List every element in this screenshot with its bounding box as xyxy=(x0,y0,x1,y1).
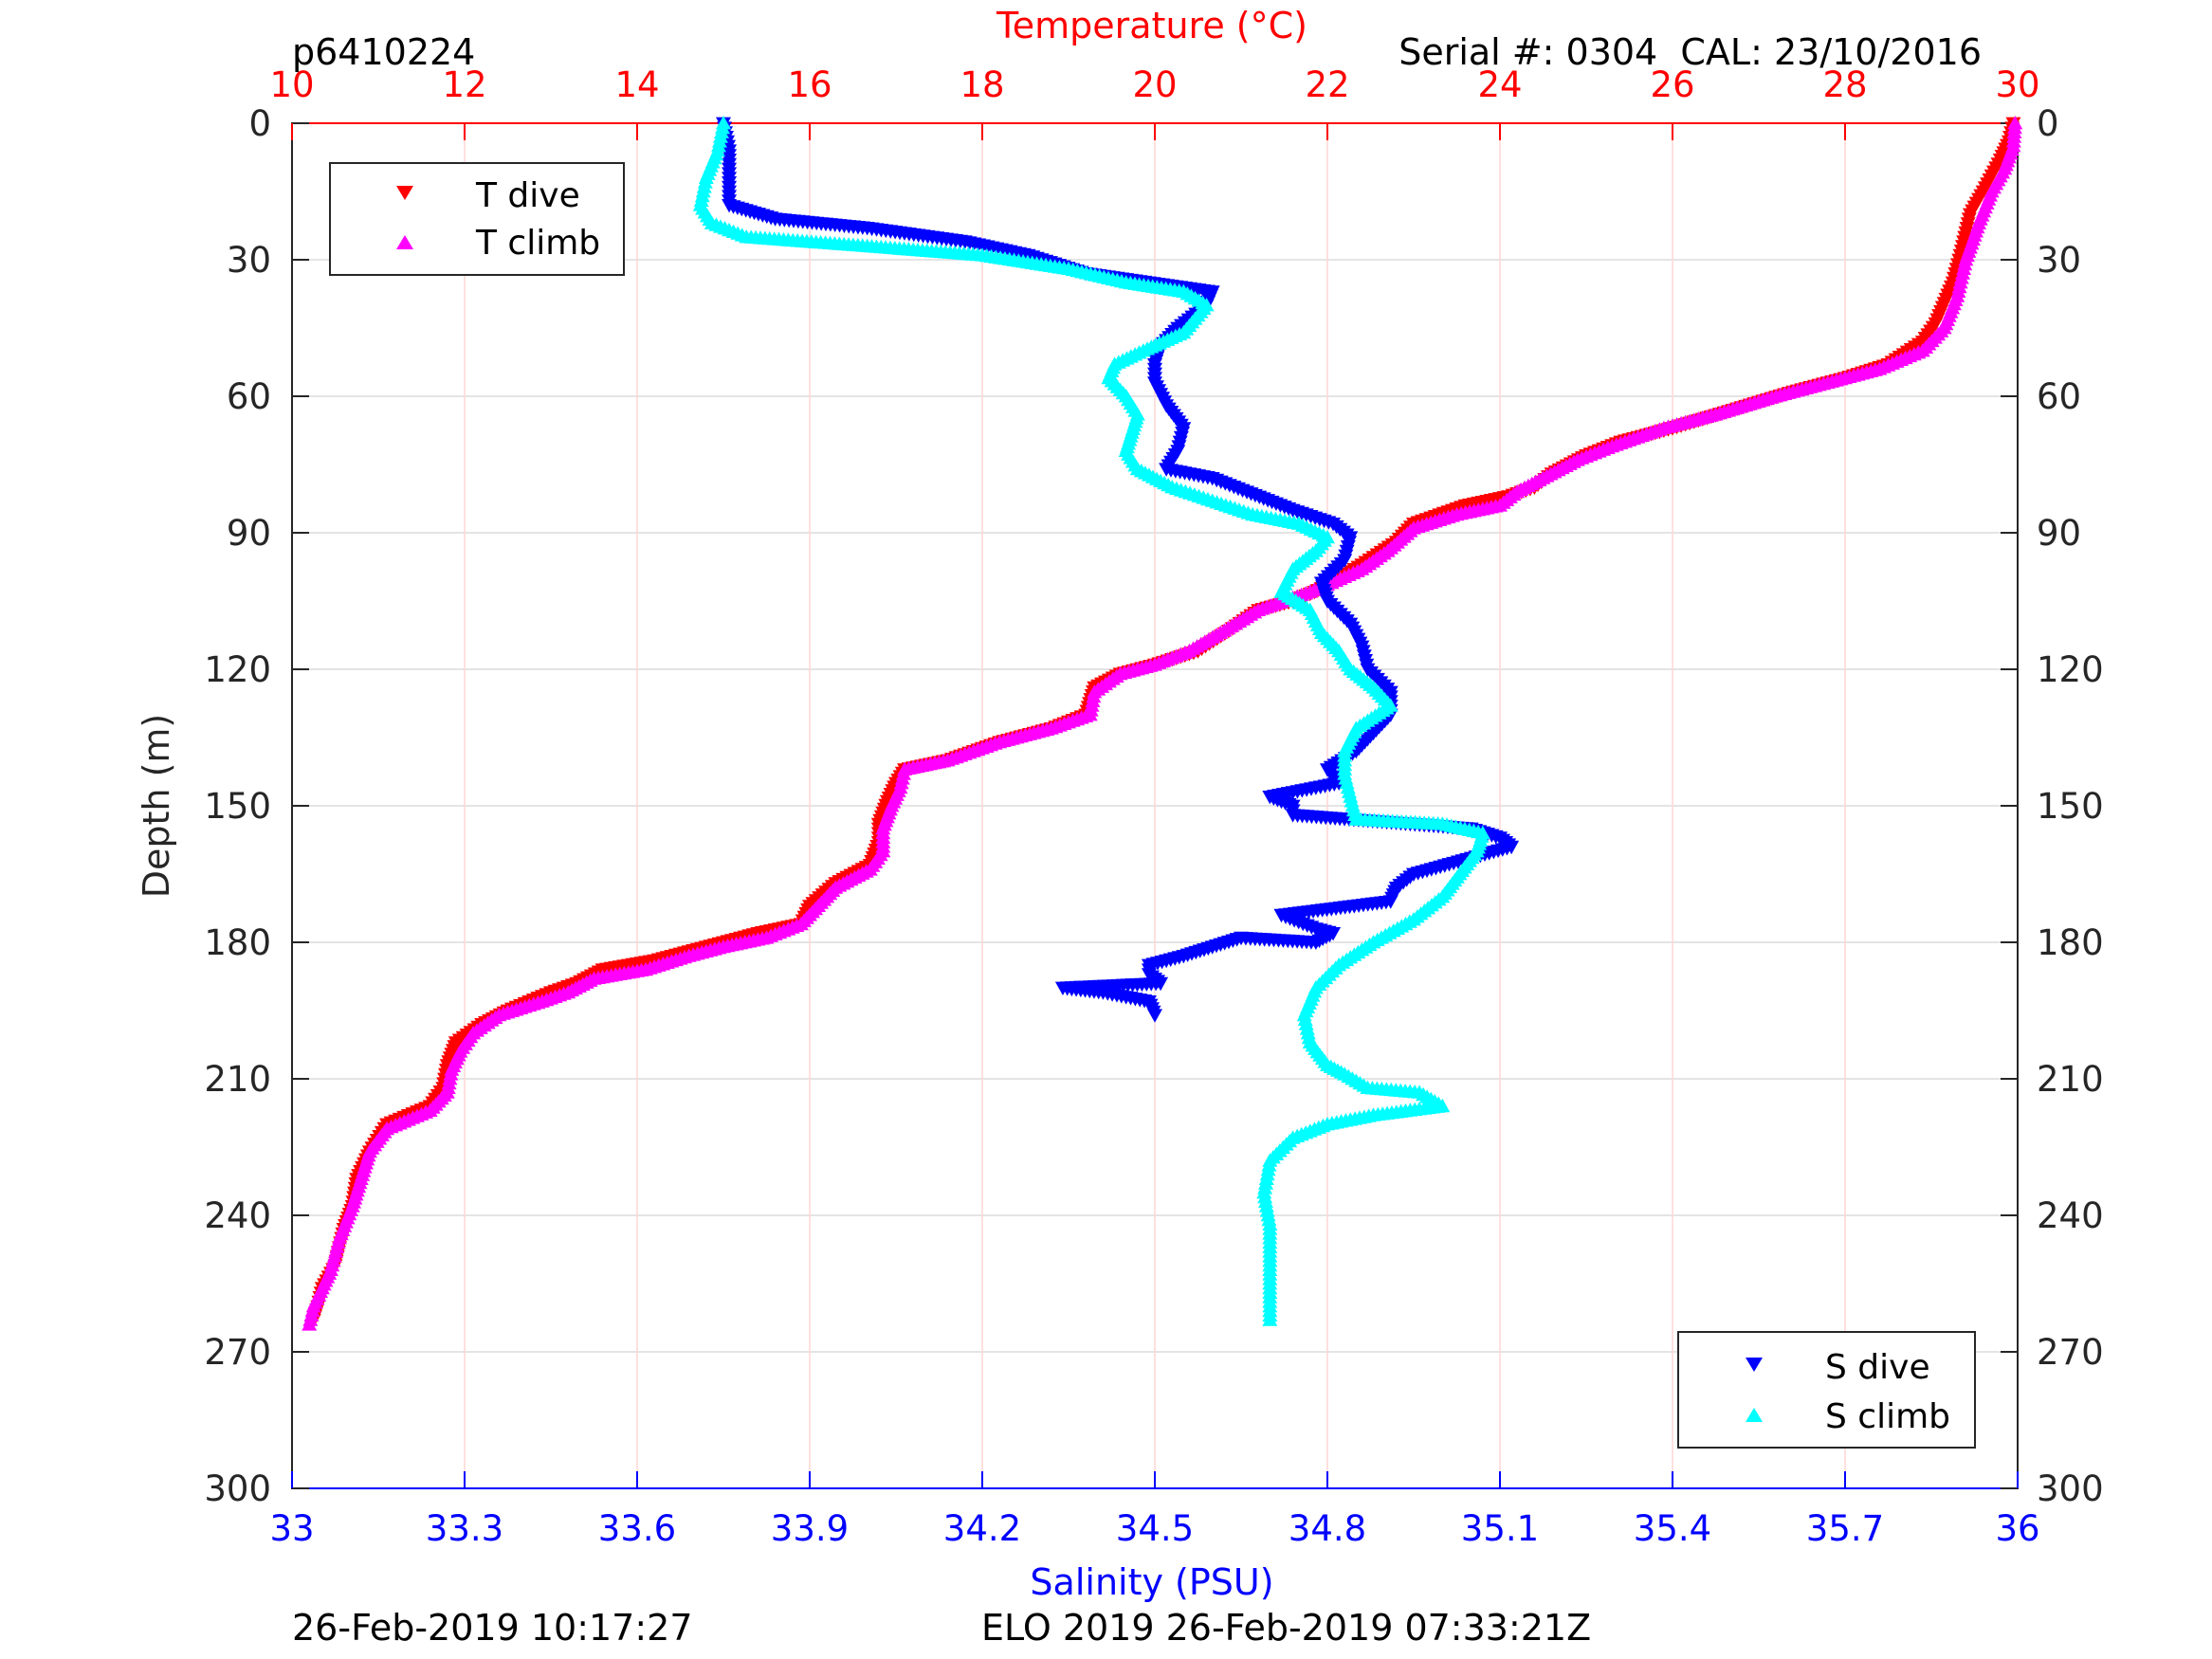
grid-layer xyxy=(292,123,2018,1488)
depth-tick-label-left: 60 xyxy=(227,376,271,417)
legend-s-climb-marker xyxy=(1746,1408,1763,1422)
legend-s-dive-label: S dive xyxy=(1825,1348,1930,1387)
depth-tick-label-right: 30 xyxy=(2037,240,2081,281)
legend-s-climb-label: S climb xyxy=(1825,1397,1950,1436)
temperature-axis-title: Temperature (°C) xyxy=(996,5,1307,46)
depth-tick-label-right: 210 xyxy=(2037,1059,2104,1100)
temperature-tick-label: 24 xyxy=(1477,64,1522,105)
depth-tick-label-right: 270 xyxy=(2037,1332,2104,1373)
marks-layer xyxy=(302,116,2023,1331)
salinity-legend: S dive S climb xyxy=(1677,1331,1976,1449)
salinity-tick-label: 35.4 xyxy=(1634,1508,1711,1549)
temperature-tick-label: 20 xyxy=(1132,64,1177,105)
depth-tick-label-left: 90 xyxy=(227,513,271,554)
depth-tick-label-right: 60 xyxy=(2037,376,2081,417)
depth-tick-label-left: 180 xyxy=(204,922,271,963)
salinity-tick-label: 33.3 xyxy=(426,1508,503,1549)
plot-timestamp-label: 26-Feb-2019 10:17:27 xyxy=(292,1607,693,1649)
depth-tick-label-right: 180 xyxy=(2037,922,2104,963)
s-dive-marker xyxy=(1147,1009,1162,1023)
temperature-tick-label: 10 xyxy=(269,64,314,105)
profile-id-label: p6410224 xyxy=(292,31,475,73)
legend-t-climb-marker xyxy=(396,235,413,249)
salinity-tick-label: 35.7 xyxy=(1806,1508,1884,1549)
salinity-tick-label: 36 xyxy=(1995,1508,2039,1549)
salinity-tick-label: 34.8 xyxy=(1289,1508,1366,1549)
depth-tick-label-right: 0 xyxy=(2037,103,2059,144)
temperature-tick-label: 28 xyxy=(1822,64,1867,105)
temperature-tick-label: 22 xyxy=(1305,64,1349,105)
legend-t-dive-label: T dive xyxy=(475,176,580,215)
temperature-tick-label: 12 xyxy=(442,64,486,105)
salinity-legend-box xyxy=(1677,1331,1976,1449)
temperature-tick-label: 30 xyxy=(1995,64,2039,105)
depth-tick-label-left: 150 xyxy=(204,786,271,827)
depth-tick-label-left: 270 xyxy=(204,1332,271,1373)
depth-tick-label-left: 300 xyxy=(204,1468,271,1509)
depth-tick-label-right: 90 xyxy=(2037,513,2081,554)
legend-t-dive-marker xyxy=(396,186,413,200)
salinity-tick-label: 33.6 xyxy=(598,1508,676,1549)
salinity-tick-label: 33 xyxy=(269,1508,314,1549)
salinity-tick-label: 35.1 xyxy=(1461,1508,1539,1549)
temperature-tick-label: 14 xyxy=(614,64,659,105)
temperature-legend-box xyxy=(329,162,625,276)
depth-tick-label-left: 30 xyxy=(227,240,271,281)
depth-tick-label-right: 120 xyxy=(2037,649,2104,690)
depth-tick-label-left: 120 xyxy=(204,649,271,690)
temperature-tick-label: 16 xyxy=(787,64,832,105)
depth-tick-label-right: 300 xyxy=(2037,1468,2104,1509)
depth-axis-title: Depth (m) xyxy=(136,714,177,899)
t-climb-marker xyxy=(302,1317,318,1331)
temperature-tick-label: 18 xyxy=(960,64,1004,105)
series-t-climb xyxy=(302,116,2023,1331)
s-climb-marker xyxy=(1262,1312,1278,1326)
salinity-tick-label: 34.5 xyxy=(1116,1508,1194,1549)
salinity-axis-title: Salinity (PSU) xyxy=(1030,1561,1273,1603)
temperature-legend: T dive T climb xyxy=(329,162,625,276)
salinity-tick-label: 33.9 xyxy=(771,1508,849,1549)
depth-tick-label-right: 150 xyxy=(2037,786,2104,827)
salinity-tick-label: 34.2 xyxy=(943,1508,1021,1549)
legend-t-climb-label: T climb xyxy=(475,224,600,263)
depth-tick-label-right: 240 xyxy=(2037,1195,2104,1236)
serial-cal-label: Serial #: 0304 CAL: 23/10/2016 xyxy=(1398,31,1982,73)
depth-tick-label-left: 0 xyxy=(248,103,271,144)
series-s-climb xyxy=(692,116,1490,1326)
legend-s-dive-marker xyxy=(1746,1358,1763,1372)
depth-tick-label-left: 240 xyxy=(204,1195,271,1236)
depth-tick-label-left: 210 xyxy=(204,1059,271,1100)
temperature-tick-label: 26 xyxy=(1650,64,1694,105)
mission-timestamp-label: ELO 2019 26-Feb-2019 07:33:21Z xyxy=(981,1607,1591,1649)
